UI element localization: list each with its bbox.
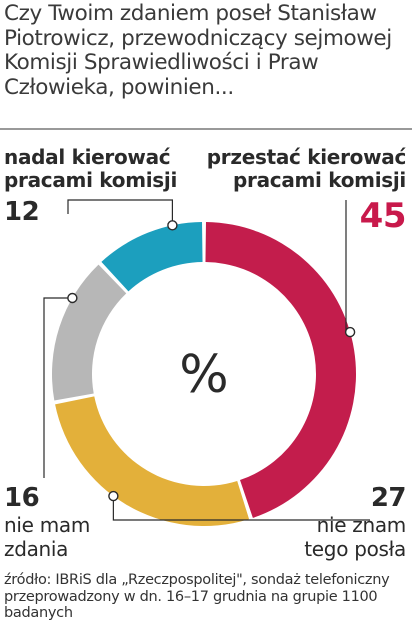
center-percent-symbol: %	[179, 345, 228, 405]
label-stop-line1: przestać kierować	[206, 145, 407, 169]
slice-noopinion	[52, 264, 127, 401]
leader-continue	[67, 199, 173, 226]
label-continue-line1: nadal kierować	[4, 145, 171, 169]
leader-continue-dot	[167, 220, 178, 231]
label-dontknow-line1: nie znam	[316, 513, 407, 537]
label-noopinion-line2: zdania	[4, 537, 69, 561]
value-continue: 12	[4, 197, 40, 227]
leader-stop	[345, 200, 351, 333]
value-noopinion: 16	[4, 483, 40, 513]
donut-slices	[52, 222, 357, 526]
slice-dontknow	[55, 396, 250, 526]
leader-stop-dot	[344, 326, 356, 338]
divider	[0, 128, 412, 130]
question-title: Czy Twoim zdaniem poseł Stanisław Piotro…	[4, 1, 392, 100]
value-stop: 45	[359, 196, 407, 236]
donut-chart: %	[43, 199, 370, 526]
leader-dontknow-dot	[108, 490, 119, 502]
source-note: źródło: IBRiS dla „Rzeczpospolitej", son…	[4, 572, 390, 621]
leader-noopinion	[43, 297, 73, 478]
label-dontknow-line2: tego posła	[304, 537, 406, 561]
value-dontknow: 27	[370, 483, 407, 513]
leader-dontknow	[112, 496, 370, 521]
slice-stop	[205, 222, 357, 518]
leader-noopinion-dot	[67, 292, 78, 304]
label-continue-line2: pracami komisji	[4, 168, 178, 192]
label-stop-line2: pracami komisji	[232, 168, 406, 192]
leader-lines	[43, 199, 370, 521]
label-noopinion-line1: nie mam	[4, 513, 91, 537]
slice-continue	[101, 222, 203, 292]
